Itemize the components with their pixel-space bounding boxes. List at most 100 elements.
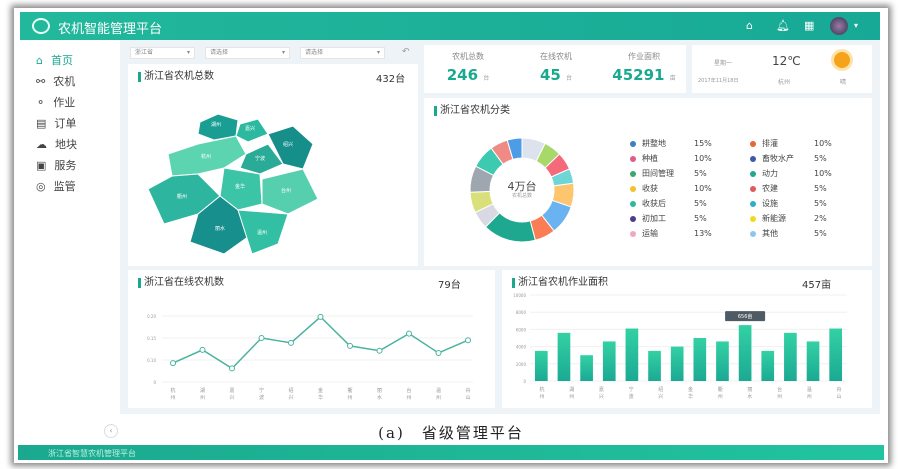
line-point[interactable] [465,337,471,344]
legend-dot [630,185,636,192]
bar[interactable] [761,350,775,381]
x-tick-label: 华 [318,394,323,401]
region-label: 衢州 [177,193,187,200]
temperature: 12℃ [772,54,801,68]
line-point[interactable] [229,365,235,372]
bar[interactable] [557,332,571,381]
donut-center-value: 4万台 [507,180,537,193]
grid-icon[interactable]: ▦ [804,19,815,32]
legend-item: 田间管理 5% [630,168,740,179]
chevron-down-icon: ▾ [186,49,190,56]
bar[interactable] [806,341,820,381]
reset-icon[interactable]: ↶ [402,47,410,57]
sidebar-item[interactable]: ◎ 监管 [36,178,76,194]
y-tick-label: 4000 [516,345,527,350]
line-point[interactable] [406,330,412,337]
line-point[interactable] [317,313,324,320]
legend-pct: 13% [694,229,712,238]
region-label: 嘉兴 [245,125,255,132]
legend-name: 新能源 [762,214,786,223]
category-card: 浙江省农机分类 4万台 农机总数 耕整地 15% 种植 10% 田间管理 5% 收获 10% 收… [424,98,872,266]
x-tick-label: 山 [836,393,841,400]
line-point[interactable] [435,349,442,356]
x-tick-label: 金 [318,387,323,394]
bar[interactable] [602,341,616,381]
x-tick-label: 山 [465,394,470,401]
map-region[interactable] [267,125,314,170]
legend-item: 收获 10% [630,183,740,194]
line-point[interactable] [347,342,353,349]
bar[interactable] [693,338,707,381]
y-tick-label: 0 [523,379,526,384]
bar[interactable] [784,332,797,381]
x-tick-label: 绍 [658,386,663,393]
stat-value: 246 [446,66,479,84]
province-select[interactable]: 浙江省 ▾ [130,47,195,59]
bar[interactable] [625,328,639,381]
legend-item: 设施 5% [750,198,860,209]
sidebar-item[interactable]: ⌂ 首页 [36,52,73,68]
chevron-down-icon[interactable]: ▾ [854,21,859,30]
legend-name: 畜牧水产 [762,154,794,163]
bar[interactable] [580,355,593,381]
bar[interactable] [829,328,843,381]
home-icon[interactable]: ⌂ [746,19,753,32]
legend-pct: 10% [814,169,832,178]
city-select[interactable]: 请选择 ▾ [205,47,290,59]
y-tick-label: 0.10 [147,358,156,363]
nav-icon: ▣ [36,158,47,172]
map-region[interactable] [239,143,284,175]
x-tick-label: 华 [688,393,693,400]
sidebar-item[interactable]: ⚬ 作业 [36,94,75,110]
sidebar-item[interactable]: ▣ 服务 [36,157,76,173]
line-point[interactable] [170,360,176,367]
collapse-sidebar-button[interactable]: ‹ [104,424,118,438]
line-point[interactable] [288,339,294,346]
sidebar-item-label: 作业 [53,96,76,109]
sidebar-item[interactable]: ☁ 地块 [36,136,77,152]
x-tick-label: 嘉 [229,387,234,394]
stat-unit: 台 [483,75,490,82]
area-bar-chart: 0200040006000800010000杭州湖州嘉兴宁波绍兴金华衢州丽水台州… [513,293,847,400]
legend-pct: 5% [814,184,827,193]
legend-name: 其他 [762,229,778,238]
logo-icon [32,18,50,34]
line-point[interactable] [376,347,383,354]
line-point[interactable] [258,335,265,341]
x-tick-label: 州 [718,394,723,400]
county-select[interactable]: 请选择 ▾ [300,47,385,59]
donut-slice[interactable] [506,137,523,160]
map-region[interactable] [237,209,289,255]
sidebar-item[interactable]: ⚯ 农机 [36,73,75,89]
bell-icon[interactable]: 🔔︎ [776,19,790,32]
nav-icon: ◎ [36,179,46,193]
weekday: 星期一 [714,60,733,67]
sidebar-item-label: 订单 [54,117,77,130]
map-region[interactable] [261,168,319,215]
avatar[interactable] [830,17,848,35]
legend-item: 新能源 2% [750,213,860,224]
legend-dot [750,140,756,147]
app-title: 农机智能管理平台 [58,22,163,37]
legend-name: 收获 [642,184,658,193]
x-tick-label: 兴 [229,394,234,401]
legend-name: 农建 [762,184,778,193]
legend-name: 收获后 [642,199,666,208]
category-donut [469,137,575,243]
legend-pct: 10% [694,154,712,163]
line-point[interactable] [199,346,206,353]
map-region[interactable] [219,167,263,211]
bar[interactable] [716,341,729,381]
sidebar-item[interactable]: ▤ 订单 [36,115,76,131]
legend-name: 排灌 [762,139,778,148]
x-tick-label: 州 [170,395,175,401]
nav-icon: ⌂ [36,53,43,67]
region-label: 湖州 [211,121,221,128]
map-region[interactable] [235,118,269,143]
legend-pct: 15% [694,139,712,148]
tooltip [725,311,766,322]
bar[interactable] [738,325,752,381]
bar[interactable] [648,350,661,381]
bar[interactable] [534,350,548,381]
bar[interactable] [670,346,684,381]
